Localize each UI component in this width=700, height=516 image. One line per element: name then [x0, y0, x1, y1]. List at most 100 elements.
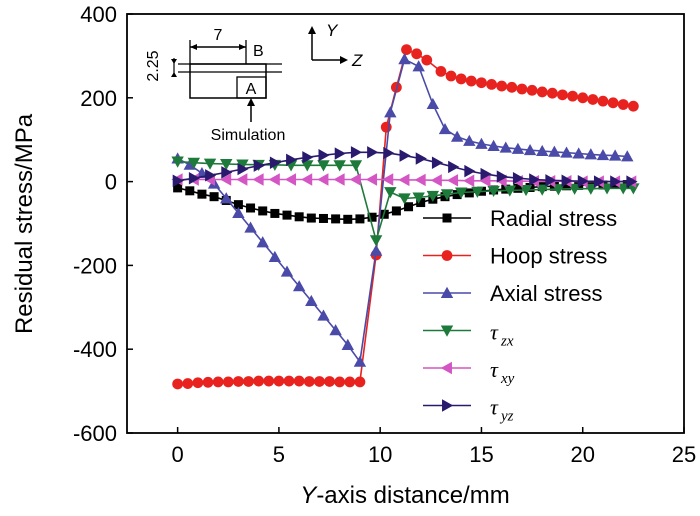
data-point-0-0 [173, 183, 183, 193]
data-point-1-28 [465, 75, 477, 87]
data-point-0-16 [367, 212, 377, 222]
x-tick-label-4: 20 [570, 442, 594, 467]
data-point-2-11 [305, 294, 318, 306]
data-point-0-19 [404, 202, 414, 212]
data-point-3-19 [471, 186, 484, 198]
data-point-2-10 [292, 280, 306, 292]
data-point-1-23 [411, 48, 423, 60]
data-point-3-4 [236, 159, 249, 171]
data-point-3-2 [203, 158, 217, 170]
y-tick-label-5: -600 [73, 421, 117, 446]
y-tick-label-4: -400 [73, 337, 117, 362]
data-point-1-4 [212, 376, 224, 388]
legend-label-1: Hoop stress [490, 244, 607, 269]
plot-frame [126, 13, 685, 434]
data-point-5-23 [545, 174, 557, 187]
data-point-3-16 [426, 190, 440, 203]
data-point-2-26 [499, 141, 512, 153]
data-point-0-32 [562, 181, 572, 191]
y-tick-label-3: -200 [73, 253, 117, 278]
data-point-1-38 [567, 90, 578, 102]
data-point-2-20 [426, 97, 440, 110]
data-point-4-9 [317, 173, 329, 186]
data-point-4-16 [430, 174, 442, 187]
data-point-1-40 [587, 94, 599, 105]
data-point-5-10 [334, 147, 346, 160]
data-point-5-11 [350, 146, 363, 159]
data-point-5-6 [269, 156, 282, 169]
data-point-2-5 [232, 206, 245, 218]
data-point-0-18 [391, 206, 401, 216]
data-point-2-9 [280, 265, 294, 277]
inset-schematic: 7 B A 2.25 Simulation Y Z [145, 21, 363, 144]
data-point-1-43 [617, 99, 629, 110]
data-point-2-19 [412, 60, 425, 72]
data-point-1-25 [435, 66, 447, 77]
data-point-3-24 [552, 184, 565, 196]
data-point-5-5 [253, 159, 265, 172]
data-point-1-34 [526, 84, 538, 96]
data-point-5-27 [610, 175, 622, 188]
data-point-5-0 [172, 174, 184, 187]
data-point-1-3 [202, 376, 214, 388]
data-point-1-9 [263, 375, 275, 387]
data-point-3-9 [317, 160, 330, 172]
data-point-3-26 [584, 183, 598, 195]
data-point-2-23 [463, 134, 476, 146]
data-point-4-13 [382, 173, 394, 186]
x-axis-label: Y-axis distance/mm [300, 482, 509, 509]
data-point-0-15 [355, 214, 365, 224]
data-point-3-14 [398, 193, 411, 205]
y-tick-label-0: 400 [80, 2, 117, 27]
data-point-2-21 [438, 123, 452, 135]
inset-width-label: 7 [214, 27, 223, 44]
data-point-2-25 [487, 139, 500, 151]
data-point-5-16 [431, 156, 444, 169]
inset-height-label: 2.25 [145, 50, 162, 81]
data-point-4-18 [463, 174, 475, 187]
data-point-1-22 [401, 44, 412, 56]
data-point-2-36 [621, 150, 634, 162]
data-point-3-29 [627, 183, 640, 195]
data-point-4-15 [414, 173, 426, 187]
data-point-2-17 [384, 106, 397, 118]
data-point-1-42 [607, 97, 619, 109]
x-axis-ticks: 0 5 10 15 20 25 [172, 427, 696, 467]
data-point-5-1 [188, 172, 201, 185]
data-point-3-21 [503, 185, 517, 197]
data-point-1-32 [506, 81, 518, 93]
data-point-1-31 [496, 80, 508, 92]
data-point-5-9 [318, 149, 330, 162]
data-point-0-14 [343, 214, 353, 224]
data-point-5-21 [512, 172, 525, 185]
data-point-5-7 [286, 153, 298, 167]
legend-label-5: τ [490, 395, 499, 420]
data-point-4-10 [333, 173, 345, 186]
data-point-1-24 [421, 54, 433, 66]
data-point-2-31 [560, 146, 573, 158]
data-point-0-2 [197, 189, 207, 199]
data-point-5-13 [383, 146, 395, 160]
data-point-1-5 [222, 376, 234, 388]
data-point-1-8 [253, 375, 265, 387]
data-point-4-5 [252, 173, 264, 186]
data-point-1-30 [486, 78, 497, 90]
data-point-3-13 [384, 187, 397, 199]
inset-coord-z-arrowhead [340, 56, 348, 64]
data-point-5-14 [399, 149, 411, 162]
data-point-1-11 [283, 375, 295, 387]
data-point-1-20 [380, 121, 392, 133]
data-point-3-11 [349, 160, 363, 172]
data-point-4-3 [220, 173, 232, 186]
data-point-5-15 [415, 152, 427, 165]
data-point-2-13 [329, 324, 342, 336]
inset-height-arrow-bottom [171, 72, 177, 77]
legend-label-3: τ [490, 320, 499, 345]
data-point-1-35 [536, 86, 548, 98]
data-point-2-7 [256, 236, 269, 248]
data-point-0-9 [282, 210, 292, 220]
y-axis-label: Residual stress/MPa [11, 113, 38, 334]
x-tick-label-1: 5 [273, 442, 285, 467]
